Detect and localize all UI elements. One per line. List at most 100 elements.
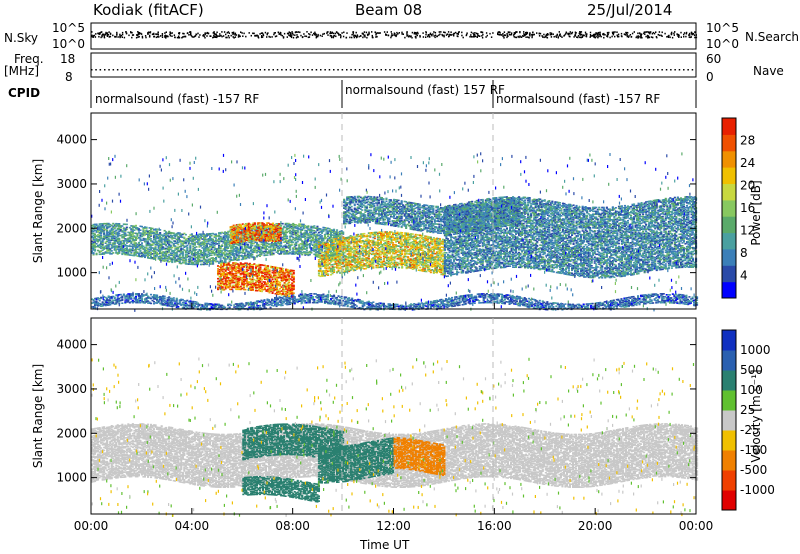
nsky-dot — [197, 33, 198, 35]
heat-cell — [139, 250, 141, 252]
heat-cell — [185, 258, 187, 260]
heat-cell — [189, 245, 191, 247]
nsky-dot — [617, 35, 618, 37]
nsky-dot — [674, 31, 675, 33]
nsky-dot — [315, 33, 316, 35]
freq-dot — [298, 69, 300, 71]
freq-dot — [579, 69, 581, 71]
nsky-dot — [637, 37, 638, 39]
heat-cell — [539, 300, 541, 302]
nsky-dot — [446, 34, 447, 36]
nsky-dot — [581, 37, 582, 39]
heat-cell — [215, 233, 217, 235]
nsky-dot — [221, 31, 222, 33]
heat-cell — [469, 300, 471, 302]
heat-cell — [126, 247, 128, 249]
heat-cell — [245, 249, 247, 251]
nsky-dot — [417, 35, 418, 37]
freq-dot — [160, 69, 162, 71]
nsky-dot — [98, 36, 99, 38]
nsky-dot — [677, 34, 678, 36]
nsky-dot — [216, 32, 217, 34]
heat-cell — [454, 305, 456, 307]
nsky-dot — [652, 37, 653, 39]
nsky-dot — [312, 34, 313, 36]
heat-cell — [628, 300, 630, 302]
nsky-dot — [306, 31, 307, 33]
freq-dot — [290, 69, 292, 71]
nsky-dot — [431, 34, 432, 36]
nsky-dot — [545, 36, 546, 38]
nsky-dot — [504, 31, 505, 33]
heat-cell — [186, 247, 188, 249]
nsky-dot — [338, 34, 339, 36]
nsky-dot — [121, 35, 122, 37]
heat-cell — [112, 302, 114, 304]
nsky-dot — [573, 36, 574, 38]
nsky-dot — [582, 35, 583, 37]
freq-dot — [152, 69, 154, 71]
nsky-dot — [359, 36, 360, 38]
freq-dot — [303, 69, 305, 71]
nsky-dot — [170, 33, 171, 35]
freq-trace — [91, 69, 693, 71]
nsky-dot — [648, 37, 649, 39]
freq-dot — [536, 69, 538, 71]
nsky-dot — [479, 35, 480, 37]
nsky-dot — [104, 37, 105, 39]
nsky-dot — [288, 35, 289, 37]
heat-cell — [617, 299, 619, 301]
nsky-dot — [658, 34, 659, 36]
freq-dot — [238, 69, 240, 71]
nsky-dot — [116, 32, 117, 34]
heat-cell — [451, 297, 453, 299]
heat-cell — [103, 232, 105, 234]
freq-dot — [173, 69, 175, 71]
nsky-dot — [174, 34, 175, 36]
nsky-dot — [474, 32, 475, 34]
heat-cell — [348, 297, 350, 299]
nsky-dot — [435, 35, 436, 37]
nsky-dot — [289, 32, 290, 34]
nsky-dot — [614, 31, 615, 33]
nsky-dot — [487, 35, 488, 37]
nsky-dot — [322, 35, 323, 37]
nsky-dot — [612, 32, 613, 34]
nsky-dot — [515, 32, 516, 34]
nsky-dot — [486, 32, 487, 34]
nsky-dot — [476, 33, 477, 35]
nsky-dot — [448, 31, 449, 33]
nsky-dot — [232, 34, 233, 36]
freq-dot — [286, 69, 288, 71]
nsky-dot — [333, 37, 334, 39]
heat-cell — [351, 298, 353, 300]
nsky-dot — [187, 32, 188, 34]
nsky-dot — [95, 36, 96, 38]
nsky-dot — [366, 32, 367, 34]
heat-cell — [471, 294, 473, 296]
nsky-dot — [654, 33, 655, 35]
nsky-dot — [503, 35, 504, 37]
nsky-dot — [477, 36, 478, 38]
heat-cell — [138, 293, 140, 295]
nsky-dot — [137, 34, 138, 36]
freq-dot — [294, 69, 296, 71]
nsky-dot — [355, 35, 356, 37]
freq-dot — [372, 69, 374, 71]
nsky-dot — [317, 34, 318, 36]
heat-cell — [130, 297, 132, 299]
nsky-dot — [401, 32, 402, 34]
freq-dot — [182, 69, 184, 71]
heat-cell — [663, 293, 665, 295]
nsky-dot — [238, 36, 239, 38]
nsky-dot — [335, 36, 336, 38]
nsky-dot — [509, 31, 510, 33]
freq-dot — [251, 69, 253, 71]
heat-cell — [332, 297, 334, 299]
nsky-dot — [304, 35, 305, 37]
nsky-dot — [422, 32, 423, 34]
nsky-dot — [205, 34, 206, 36]
heat-cell — [490, 302, 492, 304]
nsky-dot — [561, 36, 562, 38]
nsky-dot — [579, 33, 580, 35]
